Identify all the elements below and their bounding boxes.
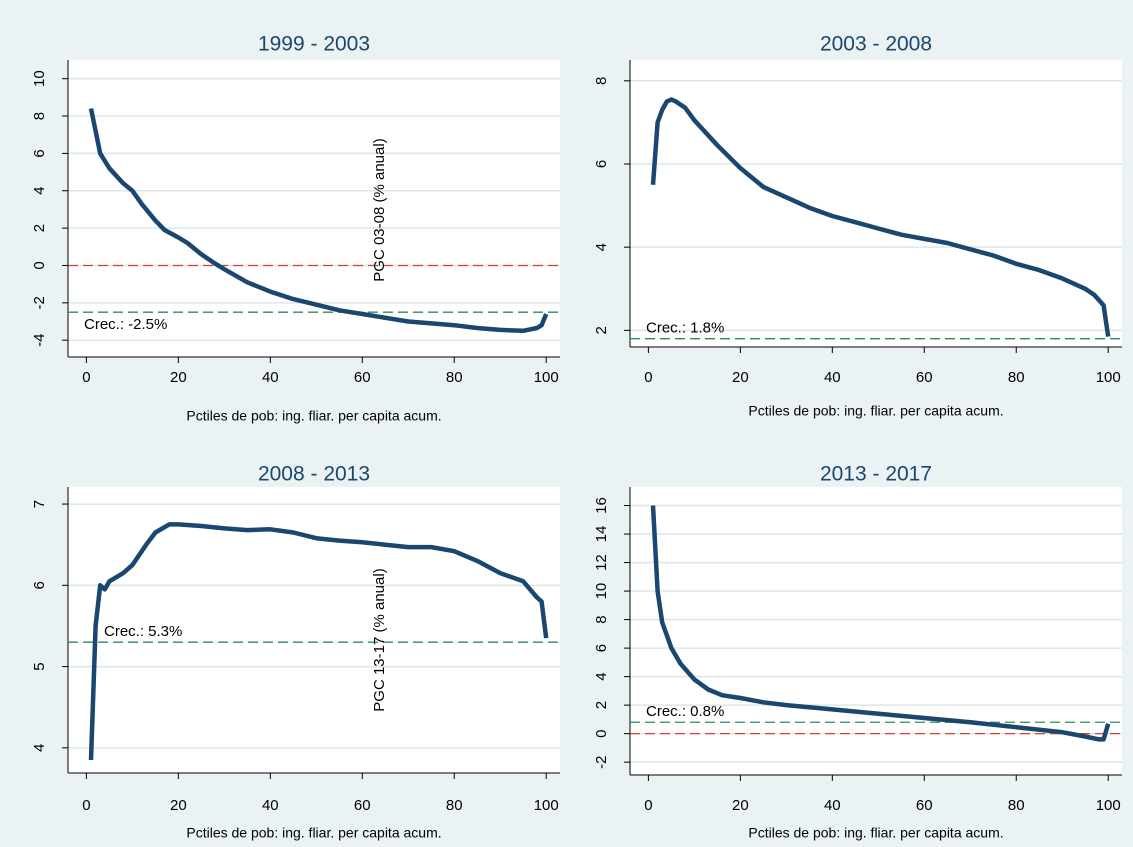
x-tick-label: 60 [354, 797, 371, 814]
y-tick-label: -4 [31, 334, 48, 347]
reference-label: Crec.: 1.8% [646, 320, 724, 337]
x-tick-label: 20 [732, 797, 749, 814]
y-tick-label: 6 [31, 581, 48, 589]
x-tick-label: 40 [824, 369, 841, 386]
plot-area [630, 487, 1122, 775]
x-tick-label: 100 [1096, 369, 1121, 386]
y-tick-label: 16 [593, 497, 610, 514]
plot-area [68, 487, 560, 773]
y-tick-label: 8 [593, 77, 610, 85]
y-tick-label: 12 [593, 554, 610, 571]
x-tick-label: 80 [446, 797, 463, 814]
x-tick-label: 0 [82, 797, 90, 814]
x-tick-label: 100 [534, 797, 559, 814]
annotation: PGC 13-17 (% anual) [371, 568, 388, 711]
y-tick-label: 8 [593, 615, 610, 623]
x-tick-label: 0 [644, 369, 652, 386]
y-tick-label: 4 [593, 672, 610, 680]
x-tick-label: 20 [170, 797, 187, 814]
x-tick-label: 100 [1096, 797, 1121, 814]
reference-label: Crec.: -2.5% [84, 316, 167, 333]
reference-label: Crec.: 5.3% [104, 623, 182, 640]
y-tick-label: 14 [593, 526, 610, 543]
plot-area [630, 60, 1122, 347]
x-tick-label: 0 [82, 369, 90, 386]
data-line [88, 522, 549, 761]
x-tick-label: 60 [916, 369, 933, 386]
x-tick-label: 40 [262, 369, 279, 386]
data-line [650, 505, 1111, 742]
data-line [650, 97, 1111, 337]
x-tick-label: 60 [354, 369, 371, 386]
y-tick-label: 0 [31, 261, 48, 269]
x-tick-label: 60 [916, 797, 933, 814]
y-tick-label: 0 [593, 729, 610, 737]
data-line [88, 108, 549, 334]
x-axis-label: Pctiles de pob: ing. fliar. per capita a… [748, 403, 1003, 419]
x-tick-label: 80 [1008, 797, 1025, 814]
y-tick-label: -2 [593, 755, 610, 768]
x-tick-label: 40 [262, 797, 279, 814]
chart-title: 2003 - 2008 [820, 33, 932, 56]
plot-area [68, 60, 560, 357]
x-axis-label: Pctiles de pob: ing. fliar. per capita a… [748, 825, 1003, 841]
x-tick-label: 40 [824, 797, 841, 814]
y-tick-label: 4 [593, 243, 610, 251]
y-tick-label: 6 [31, 149, 48, 157]
x-tick-label: 80 [1008, 369, 1025, 386]
chart-title: 1999 - 2003 [258, 33, 370, 56]
y-tick-label: 4 [31, 187, 48, 195]
y-tick-label: 2 [593, 701, 610, 709]
y-tick-label: 6 [593, 644, 610, 652]
x-tick-label: 100 [534, 369, 559, 386]
annotation: PGC 03-08 (% anual) [371, 138, 388, 281]
x-axis-label: Pctiles de pob: ing. fliar. per capita a… [186, 408, 441, 424]
y-tick-label: 7 [31, 500, 48, 508]
x-tick-label: 0 [644, 797, 652, 814]
y-tick-label: 2 [593, 326, 610, 334]
x-axis-label: Pctiles de pob: ing. fliar. per capita a… [186, 825, 441, 841]
chart-title: 2013 - 2017 [820, 463, 932, 486]
x-tick-label: 20 [170, 369, 187, 386]
y-tick-label: 2 [31, 224, 48, 232]
reference-label: Crec.: 0.8% [646, 703, 724, 720]
y-tick-label: 4 [31, 744, 48, 752]
y-tick-label: 10 [31, 70, 48, 87]
y-tick-label: 5 [31, 662, 48, 670]
y-tick-label: 8 [31, 112, 48, 120]
chart-title: 2008 - 2013 [258, 463, 370, 486]
y-tick-label: -2 [31, 296, 48, 309]
y-tick-label: 6 [593, 160, 610, 168]
y-tick-label: 10 [593, 583, 610, 600]
x-tick-label: 20 [732, 369, 749, 386]
x-tick-label: 80 [446, 369, 463, 386]
